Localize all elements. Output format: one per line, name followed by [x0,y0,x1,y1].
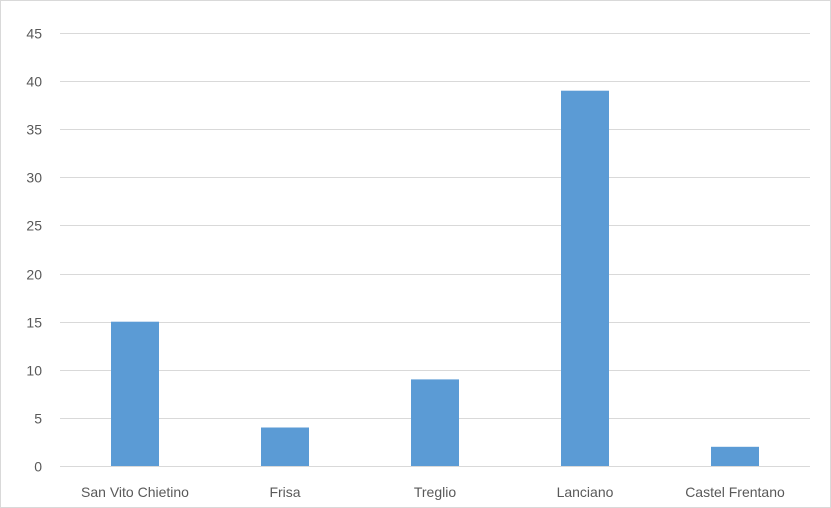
y-tick-label: 5 [34,411,42,427]
bar [561,90,609,466]
x-tick-label: San Vito Chietino [81,484,189,500]
gridlines [60,33,810,467]
y-tick-label: 15 [26,315,42,331]
y-tick-label: 20 [26,267,42,283]
x-tick-label: Frisa [269,484,300,500]
bar [111,321,159,466]
y-tick-label: 30 [26,170,42,186]
x-tick-label: Castel Frentano [685,484,785,500]
y-tick-label: 25 [26,218,42,234]
y-tick-label: 0 [34,459,42,475]
bar [711,446,759,466]
x-tick-label: Lanciano [557,484,614,500]
bar [411,379,459,466]
y-axis-ticks: 0 5 10 15 20 25 30 35 40 45 [26,26,42,475]
y-tick-label: 45 [26,26,42,42]
y-tick-label: 10 [26,363,42,379]
x-tick-label: Treglio [414,484,456,500]
bar [261,427,309,466]
y-tick-label: 40 [26,74,42,90]
y-tick-label: 35 [26,122,42,138]
x-axis-ticks: San Vito Chietino Frisa Treglio Lanciano Cas… [81,484,785,500]
bars [111,90,759,466]
